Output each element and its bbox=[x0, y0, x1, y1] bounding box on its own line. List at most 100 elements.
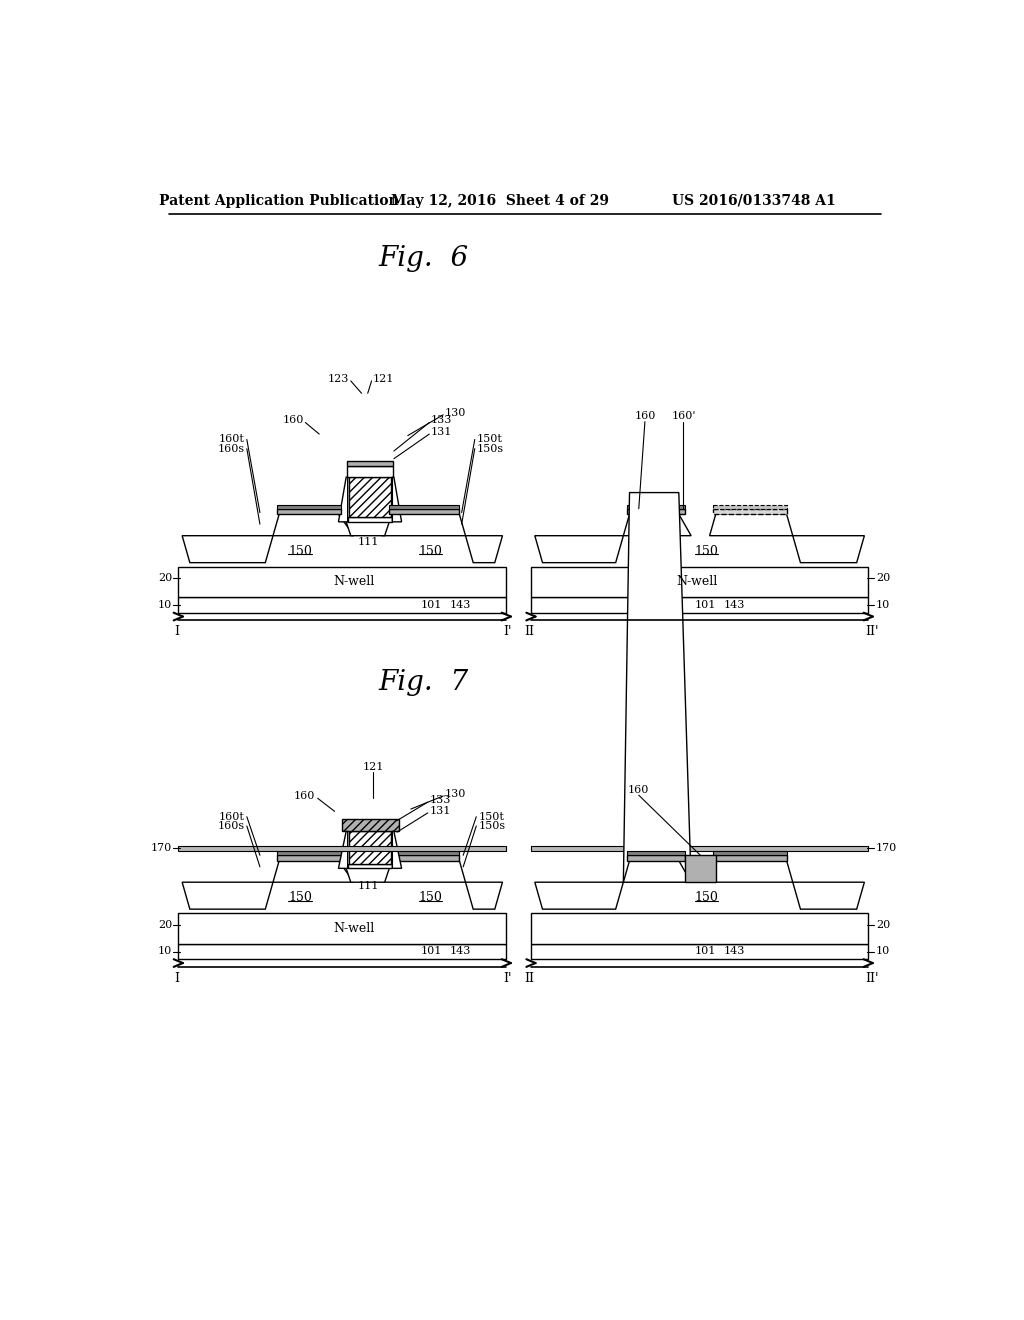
Bar bbox=[276, 855, 341, 861]
Polygon shape bbox=[182, 536, 273, 562]
Text: 143: 143 bbox=[450, 601, 471, 610]
Text: Fig.  6: Fig. 6 bbox=[378, 246, 468, 272]
Text: 10: 10 bbox=[158, 946, 172, 957]
Text: 10: 10 bbox=[876, 601, 890, 610]
Text: 160t: 160t bbox=[219, 812, 245, 822]
Text: II: II bbox=[524, 626, 535, 639]
Bar bbox=[531, 566, 868, 597]
Polygon shape bbox=[382, 861, 466, 882]
Bar bbox=[388, 508, 460, 513]
Bar bbox=[531, 913, 868, 944]
Polygon shape bbox=[382, 515, 466, 536]
Text: 150s: 150s bbox=[478, 821, 506, 832]
Bar bbox=[388, 851, 460, 855]
Text: 160s: 160s bbox=[217, 821, 245, 832]
Text: 150: 150 bbox=[288, 891, 312, 904]
Bar bbox=[531, 597, 868, 612]
Text: N-well: N-well bbox=[333, 576, 375, 589]
Bar bbox=[388, 855, 460, 861]
Text: 20: 20 bbox=[876, 920, 890, 929]
Text: 130: 130 bbox=[444, 408, 466, 417]
Text: 150: 150 bbox=[419, 545, 442, 557]
Text: I': I' bbox=[504, 626, 512, 639]
Bar bbox=[714, 855, 786, 861]
Text: 143: 143 bbox=[724, 601, 744, 610]
Text: 160: 160 bbox=[294, 791, 315, 801]
Polygon shape bbox=[392, 832, 401, 869]
Text: 150: 150 bbox=[694, 545, 719, 557]
Text: 131: 131 bbox=[431, 426, 453, 437]
Text: 123: 123 bbox=[328, 374, 349, 384]
Text: 150: 150 bbox=[419, 891, 442, 904]
Text: II: II bbox=[524, 972, 535, 985]
Text: 133: 133 bbox=[429, 795, 451, 805]
Polygon shape bbox=[624, 492, 691, 882]
Bar bbox=[714, 508, 786, 513]
Text: 160: 160 bbox=[628, 785, 649, 795]
Bar bbox=[685, 855, 716, 882]
Bar bbox=[531, 846, 868, 850]
Text: 10: 10 bbox=[876, 946, 890, 957]
Text: 130: 130 bbox=[444, 788, 466, 799]
Polygon shape bbox=[346, 521, 389, 536]
Text: 150s: 150s bbox=[477, 444, 504, 454]
Text: 101: 101 bbox=[694, 601, 716, 610]
Text: II': II' bbox=[865, 626, 879, 639]
Text: N-well: N-well bbox=[333, 921, 375, 935]
Polygon shape bbox=[339, 832, 348, 869]
Text: 150t: 150t bbox=[477, 434, 503, 445]
Text: Fig.  7: Fig. 7 bbox=[378, 668, 468, 696]
Polygon shape bbox=[466, 882, 503, 909]
Bar bbox=[178, 913, 506, 944]
Bar bbox=[276, 508, 341, 513]
Text: 133: 133 bbox=[431, 416, 453, 425]
Bar bbox=[714, 851, 786, 855]
Text: 101: 101 bbox=[420, 601, 441, 610]
Text: 111: 111 bbox=[357, 880, 379, 891]
Bar bbox=[178, 944, 506, 960]
Text: N-well: N-well bbox=[676, 576, 717, 589]
Text: 10: 10 bbox=[158, 601, 172, 610]
Polygon shape bbox=[710, 861, 793, 882]
Bar bbox=[628, 506, 685, 508]
Bar bbox=[349, 478, 391, 517]
Bar bbox=[178, 846, 506, 850]
Polygon shape bbox=[182, 882, 273, 909]
Polygon shape bbox=[710, 515, 793, 536]
Bar bbox=[348, 517, 392, 521]
Text: 121: 121 bbox=[362, 762, 384, 772]
Text: 170: 170 bbox=[876, 843, 897, 853]
Polygon shape bbox=[624, 861, 691, 882]
Text: US 2016/0133748 A1: US 2016/0133748 A1 bbox=[673, 194, 837, 207]
Text: 20: 20 bbox=[158, 573, 172, 583]
Bar bbox=[628, 851, 685, 855]
Text: 150t: 150t bbox=[478, 812, 505, 822]
Polygon shape bbox=[466, 536, 503, 562]
Text: 150: 150 bbox=[694, 891, 719, 904]
Text: 160: 160 bbox=[634, 412, 655, 421]
Polygon shape bbox=[535, 536, 624, 562]
Bar bbox=[628, 508, 685, 513]
Text: 111: 111 bbox=[357, 537, 379, 546]
Text: 131: 131 bbox=[429, 805, 451, 816]
Text: 20: 20 bbox=[158, 920, 172, 929]
Bar bbox=[714, 506, 786, 508]
Text: 101: 101 bbox=[420, 946, 441, 957]
Polygon shape bbox=[392, 478, 401, 521]
Bar bbox=[388, 506, 460, 508]
Text: 150: 150 bbox=[288, 545, 312, 557]
Text: I: I bbox=[174, 972, 179, 985]
Polygon shape bbox=[535, 882, 624, 909]
Polygon shape bbox=[624, 515, 691, 536]
Polygon shape bbox=[346, 869, 389, 882]
Text: I': I' bbox=[504, 972, 512, 985]
Text: 121: 121 bbox=[373, 374, 394, 384]
Polygon shape bbox=[273, 515, 354, 536]
Polygon shape bbox=[339, 478, 348, 521]
Polygon shape bbox=[793, 882, 864, 909]
Bar bbox=[178, 566, 506, 597]
Text: 101: 101 bbox=[694, 946, 716, 957]
Polygon shape bbox=[793, 536, 864, 562]
Text: 160: 160 bbox=[283, 416, 304, 425]
Text: 143: 143 bbox=[450, 946, 471, 957]
